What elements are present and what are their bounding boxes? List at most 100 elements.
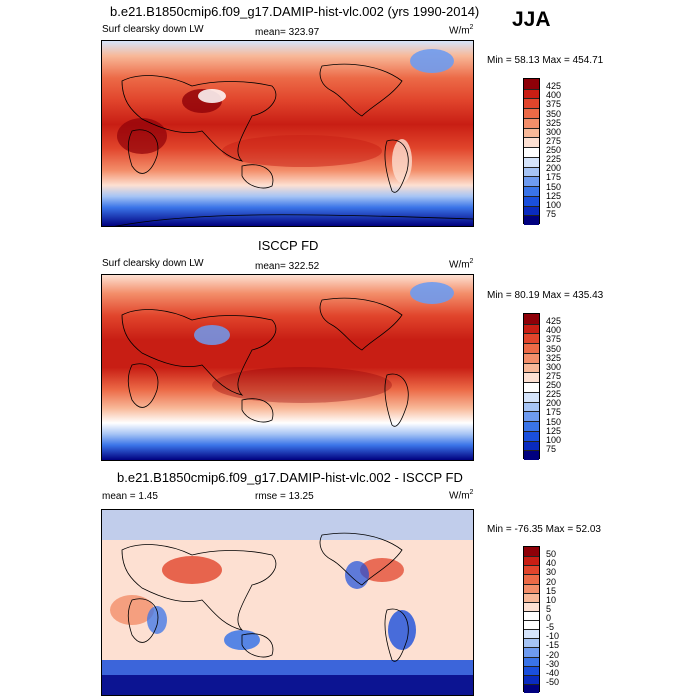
units-label-model: W/m2 xyxy=(449,24,474,37)
rmse-label-diff: rmse = 13.25 xyxy=(255,491,314,502)
colorbar-diff-segment xyxy=(524,592,539,602)
colorbar-obs-tick-label: 375 xyxy=(546,334,562,345)
colorbar-diff-tick-label: -50 xyxy=(546,676,560,687)
heatmap-diff xyxy=(102,510,473,695)
colorbar-obs-tick-label: 350 xyxy=(546,343,562,354)
colorbar-obs-tick-label: 300 xyxy=(546,361,562,372)
colorbar-diff xyxy=(523,546,540,693)
mean-label-obs: mean= 322.52 xyxy=(255,261,320,272)
colorbar-model-tick-label: 400 xyxy=(546,90,562,101)
colorbar-diff-tick-label: -5 xyxy=(546,622,555,633)
colorbar-obs-segment xyxy=(524,411,539,422)
colorbar-obs-segment xyxy=(524,440,539,451)
colorbar-model-tick-label: 350 xyxy=(546,108,562,119)
colorbar-obs-tick-label: 400 xyxy=(546,325,562,336)
colorbar-diff-tick-label: 0 xyxy=(546,613,552,623)
colorbar-diff-tick-label: -20 xyxy=(546,649,560,660)
colorbar-model-tick-label: 100 xyxy=(546,199,562,210)
colorbar-diff-segment xyxy=(524,565,539,575)
colorbar-model-tick-label: 375 xyxy=(546,99,562,110)
colorbar-model-tick-label: 275 xyxy=(546,135,562,146)
colorbar-model-segment xyxy=(524,215,539,225)
colorbar-obs-segment xyxy=(524,382,539,392)
colorbar-obs-tick-label: 425 xyxy=(546,316,562,327)
colorbar-diff-segment xyxy=(524,629,539,639)
colorbar-model-segment xyxy=(524,98,539,109)
colorbar-obs xyxy=(523,313,540,460)
colorbar-obs-tick-label: 125 xyxy=(546,425,562,436)
mean-label-diff: mean = 1.45 xyxy=(102,491,158,502)
colorbar-diff-segment xyxy=(524,610,539,620)
colorbar-diff-tick-label: 40 xyxy=(546,558,557,569)
colorbar-diff-tick-label: 30 xyxy=(546,567,557,578)
colorbar-diff-segment xyxy=(524,656,539,666)
colorbar-obs-tick-label: 175 xyxy=(546,407,562,418)
heatmap-obs xyxy=(102,275,473,460)
colorbar-obs-tick-label: 200 xyxy=(546,398,562,409)
colorbar-diff-tick-label: -10 xyxy=(546,631,560,642)
colorbar-diff-segment xyxy=(524,674,539,684)
colorbar-obs-tick-label: 250 xyxy=(546,380,562,390)
colorbar-model-segment xyxy=(524,186,539,196)
colorbar-obs-segment xyxy=(524,401,539,412)
colorbar-obs-segment xyxy=(524,430,539,441)
colorbar-model-tick-label: 225 xyxy=(546,154,562,165)
heatmap-model xyxy=(102,41,473,226)
colorbar-diff-segment xyxy=(524,583,539,593)
colorbar-model-tick-label: 150 xyxy=(546,181,562,192)
colorbar-model-tick-label: 175 xyxy=(546,172,562,183)
colorbar-diff-tick-label: -15 xyxy=(546,640,560,651)
colorbar-obs-segment xyxy=(524,323,539,334)
colorbar-diff-tick-label: 15 xyxy=(546,585,557,596)
colorbar-diff-segment xyxy=(524,683,539,693)
map-diff xyxy=(101,509,474,696)
units-label-diff: W/m2 xyxy=(449,489,474,502)
map-model xyxy=(101,40,474,227)
mean-label-model: mean= 323.97 xyxy=(255,27,320,38)
minmax-label-model: Min = 58.13 Max = 454.71 xyxy=(487,55,604,66)
colorbar-obs-segment xyxy=(524,352,539,363)
colorbar-diff-segment xyxy=(524,547,539,557)
colorbar-model-segment xyxy=(524,195,539,206)
colorbar-model-segment xyxy=(524,156,539,167)
colorbar-diff-segment xyxy=(524,620,539,630)
colorbar-diff-tick-label: 5 xyxy=(546,603,552,614)
units-label-obs: W/m2 xyxy=(449,258,474,271)
colorbar-obs-tick-label: 225 xyxy=(546,389,562,400)
colorbar-diff-segment xyxy=(524,647,539,657)
colorbar-obs-tick-label: 75 xyxy=(546,443,557,454)
colorbar-model-segment xyxy=(524,79,539,89)
colorbar-obs-tick-label: 275 xyxy=(546,370,562,381)
colorbar-model-tick-label: 425 xyxy=(546,81,562,92)
season-label: JJA xyxy=(512,8,551,31)
colorbar-diff-tick-label: -30 xyxy=(546,658,560,669)
colorbar-obs-segment xyxy=(524,314,539,324)
colorbar-obs-tick-label: 325 xyxy=(546,352,562,363)
colorbar-model-tick-label: 125 xyxy=(546,190,562,201)
colorbar-obs-segment xyxy=(524,362,539,373)
colorbar-diff-segment xyxy=(524,601,539,611)
colorbar-diff-segment xyxy=(524,665,539,675)
colorbar-model-segment xyxy=(524,108,539,118)
colorbar-model-tick-label: 200 xyxy=(546,163,562,174)
colorbar-obs-tick-label: 100 xyxy=(546,434,562,445)
minmax-label-diff: Min = -76.35 Max = 52.03 xyxy=(487,524,601,535)
map-obs xyxy=(101,274,474,461)
colorbar-diff-segment xyxy=(524,556,539,566)
colorbar-model-segment xyxy=(524,117,539,128)
colorbar-obs-segment xyxy=(524,343,539,353)
colorbar-model-segment xyxy=(524,166,539,177)
colorbar-diff-tick-label: 50 xyxy=(546,549,557,560)
colorbar-model-segment xyxy=(524,137,539,148)
variable-label-obs: Surf clearsky down LW xyxy=(102,258,204,269)
colorbar-diff-segment xyxy=(524,574,539,584)
colorbar-obs-segment xyxy=(524,372,539,383)
colorbar-diff-tick-label: -40 xyxy=(546,667,560,678)
minmax-label-obs: Min = 80.19 Max = 435.43 xyxy=(487,290,604,301)
colorbar-model-tick-label: 75 xyxy=(546,208,557,219)
colorbar-obs-tick-label: 150 xyxy=(546,416,562,427)
colorbar-model-tick-label: 325 xyxy=(546,117,562,128)
colorbar-model-segment xyxy=(524,127,539,138)
colorbar-model xyxy=(523,78,540,225)
panel-title-obs: ISCCP FD xyxy=(258,238,319,253)
